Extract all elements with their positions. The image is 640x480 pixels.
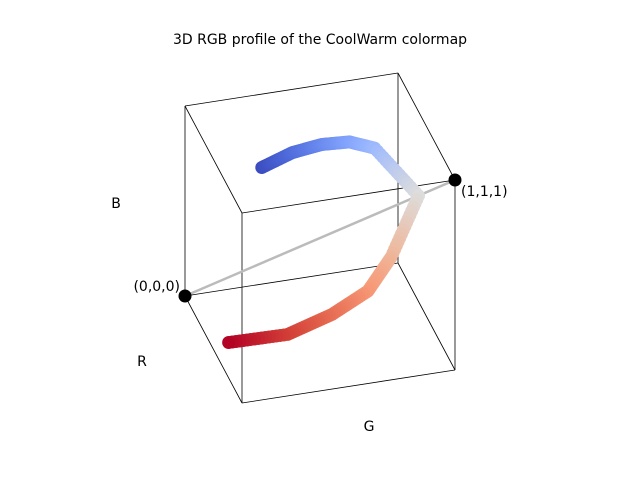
axis-label-g: G [364,419,375,435]
box-edge [397,72,456,181]
box-edge [241,369,456,404]
axes-box [184,72,456,404]
curve-point [222,336,236,350]
axis-label-r: R [137,354,147,370]
reference-points: (0,0,0) (1,1,1) [133,173,508,303]
chart-title: 3D RGB profile of the CoolWarm colormap [173,32,467,48]
origin-point [178,289,192,303]
box-edge [184,105,243,214]
box-edge [184,72,399,107]
colormap-curve [222,135,426,350]
origin-label: (0,0,0) [133,279,180,295]
white-point-label: (1,1,1) [461,184,508,200]
white-point [448,173,462,187]
box-edge [184,295,243,404]
box-edge [397,262,456,371]
gray-diagonal [184,178,456,298]
box-edge [241,179,456,214]
axis-label-b: B [111,196,121,212]
box-edge [184,262,399,297]
